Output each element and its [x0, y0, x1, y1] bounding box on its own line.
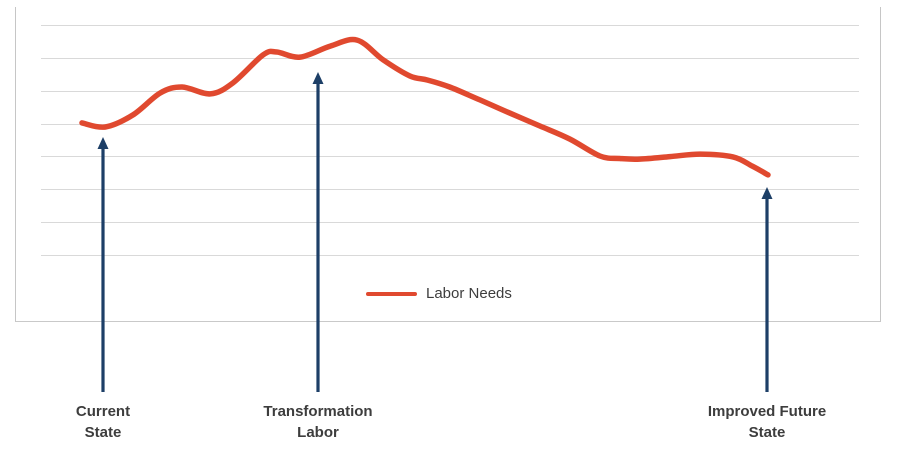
gridline	[41, 90, 859, 92]
annotation-label-current-state: Current State	[76, 401, 130, 443]
annotation-label-transformation-labor: Transformation Labor	[263, 401, 372, 443]
gridline	[41, 255, 859, 257]
legend-line-swatch	[366, 291, 417, 296]
gridline	[41, 57, 859, 59]
gridline	[41, 222, 859, 224]
gridline	[41, 123, 859, 125]
annotation-label-line: Labor	[297, 424, 339, 441]
annotation-label-line: State	[84, 424, 122, 441]
annotation-label-line: Improved Future	[707, 403, 827, 420]
annotation-label-line: Transformation	[263, 403, 373, 420]
annotation-label-improved-future-state: Improved Future State	[708, 401, 826, 443]
gridline	[41, 25, 859, 26]
plot-frame	[15, 7, 881, 322]
annotation-label-line: Current	[75, 403, 131, 420]
gridline	[41, 156, 859, 158]
gridline	[41, 189, 859, 191]
legend: Labor Needs	[366, 285, 512, 302]
annotation-label-line: State	[748, 424, 786, 441]
legend-label: Labor Needs	[426, 285, 512, 302]
